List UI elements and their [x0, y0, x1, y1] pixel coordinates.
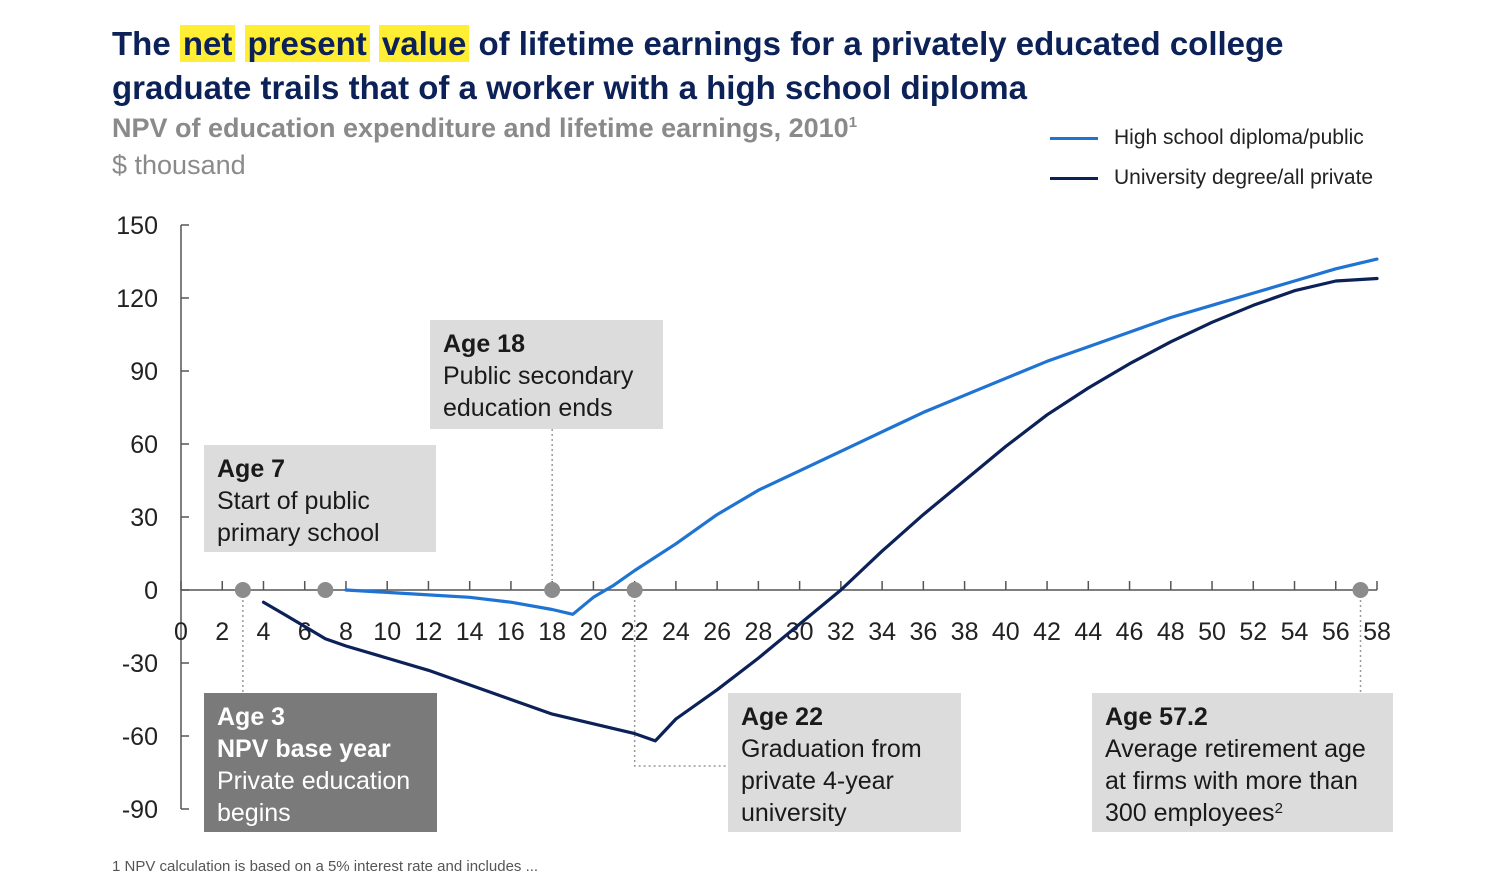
- subtitle-footnote-mark: 1: [848, 114, 858, 131]
- x-tick-label: 24: [662, 618, 690, 646]
- series-line-high-school: [344, 257, 1379, 616]
- annotation-line: NPV base year: [217, 735, 391, 763]
- annotation-guide-line: [633, 600, 728, 767]
- x-tick-label: 54: [1281, 618, 1309, 646]
- x-tick-label: 16: [497, 618, 525, 646]
- x-tick-label: 44: [1074, 618, 1102, 646]
- x-tick-label: 26: [703, 618, 731, 646]
- annotation-line: 300 employees2: [1105, 799, 1283, 827]
- annotation-line: Public secondary: [443, 362, 634, 390]
- y-tick-label: 120: [116, 285, 158, 313]
- x-tick-label: 58: [1363, 618, 1391, 646]
- annotation-box: [204, 445, 436, 552]
- event-marker: [317, 582, 334, 598]
- title-rest: of lifetime earnings for a privately edu…: [112, 25, 1284, 106]
- annotation-heading: Age 22: [741, 703, 823, 731]
- y-tick-label: 150: [116, 212, 158, 240]
- x-tick-label: 12: [415, 618, 443, 646]
- legend-item-high-school: High school diploma/public: [1050, 118, 1373, 158]
- event-marker: [626, 582, 643, 598]
- title-highlight-present: present: [244, 25, 370, 62]
- annotation-footnote-mark: 2: [1275, 800, 1283, 817]
- legend-label-high-school: High school diploma/public: [1114, 126, 1364, 149]
- annotation-line: at firms with more than: [1105, 767, 1358, 795]
- legend-swatch-university: [1050, 176, 1098, 180]
- y-tick-label: -30: [122, 650, 158, 678]
- event-marker: [1352, 582, 1369, 598]
- annotation-line: primary school: [217, 519, 380, 547]
- x-tick-label: 36: [909, 618, 937, 646]
- x-tick-label: 0: [174, 618, 188, 646]
- title-highlight-value: value: [378, 25, 470, 62]
- x-tick-label: 32: [827, 618, 855, 646]
- legend-item-university: University degree/all private: [1050, 158, 1373, 198]
- annotation-line: Start of public: [217, 487, 370, 515]
- annotation-box: [204, 693, 437, 832]
- annotation-line: university: [741, 799, 847, 827]
- annotation-line: begins: [217, 799, 291, 827]
- y-tick-label: -90: [122, 796, 158, 824]
- subtitle-text: NPV of education expenditure and lifetim…: [112, 113, 849, 143]
- annotation-line: Graduation from: [741, 735, 922, 763]
- x-tick-label: 52: [1239, 618, 1267, 646]
- x-tick-label: 8: [339, 618, 353, 646]
- x-tick-label: 20: [580, 618, 608, 646]
- x-tick-label: 34: [868, 618, 896, 646]
- chart-title: The net present value of lifetime earnin…: [112, 22, 1412, 110]
- annotation-line: Average retirement age: [1105, 735, 1366, 763]
- y-tick-label: 30: [130, 504, 158, 532]
- x-tick-label: 18: [538, 618, 566, 646]
- annotation-heading: Age 7: [217, 455, 285, 483]
- annotation-line: education ends: [443, 394, 613, 422]
- x-tick-label: 46: [1116, 618, 1144, 646]
- legend-swatch-high-school: [1050, 136, 1098, 140]
- annotation-line: private 4-year: [741, 767, 894, 795]
- y-tick-label: -60: [122, 723, 158, 751]
- annotation-heading: Age 57.2: [1105, 703, 1208, 731]
- unit-label: $ thousand: [112, 150, 246, 180]
- x-tick-label: 50: [1198, 618, 1226, 646]
- annotation-heading: Age 18: [443, 330, 525, 358]
- title-highlight-net: net: [179, 25, 236, 62]
- x-tick-label: 42: [1033, 618, 1061, 646]
- x-tick-label: 56: [1322, 618, 1350, 646]
- y-tick-label: 60: [130, 431, 158, 459]
- chart-subtitle: NPV of education expenditure and lifetim…: [112, 113, 857, 144]
- x-tick-label: 10: [373, 618, 401, 646]
- annotation-heading: Age 3: [217, 703, 285, 731]
- y-tick-label: 0: [144, 577, 158, 605]
- x-tick-label: 4: [257, 618, 271, 646]
- annotation-box: [430, 320, 663, 429]
- x-tick-label: 14: [456, 618, 484, 646]
- x-tick-label: 2: [215, 618, 229, 646]
- event-marker: [544, 582, 561, 598]
- x-tick-label: 38: [951, 618, 979, 646]
- annotation-box: [728, 693, 961, 832]
- event-marker: [234, 582, 251, 598]
- legend-label-university: University degree/all private: [1114, 166, 1374, 189]
- y-tick-label: 90: [130, 358, 158, 386]
- x-tick-label: 40: [992, 618, 1020, 646]
- title-pre: The: [112, 25, 171, 62]
- legend: High school diploma/public University de…: [1050, 118, 1373, 198]
- annotation-box: [1092, 693, 1393, 832]
- series-line-university: [261, 276, 1379, 743]
- x-tick-label: 48: [1157, 618, 1185, 646]
- x-tick-label: 28: [744, 618, 772, 646]
- annotation-line: Private education: [217, 767, 410, 795]
